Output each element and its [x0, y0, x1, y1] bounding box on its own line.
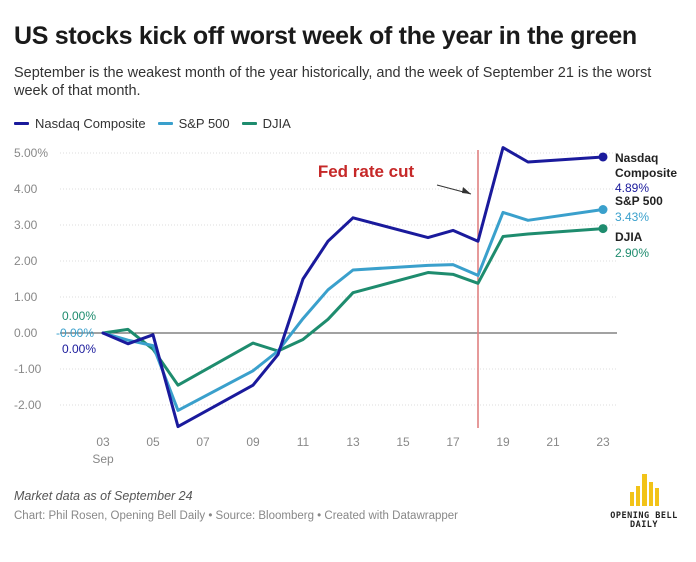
- series-end-name: Composite: [615, 166, 677, 180]
- legend-swatch-nasdaq: [14, 122, 29, 125]
- x-tick-label: 21: [546, 435, 560, 449]
- start-value-label: 0.00%: [62, 309, 96, 323]
- series-end-value: 4.89%: [615, 181, 649, 195]
- y-tick-label: 5.00%: [14, 146, 48, 160]
- series-end-point: [598, 205, 608, 215]
- y-tick-label: -1.00: [14, 362, 42, 376]
- y-tick-label: 1.00: [14, 290, 38, 304]
- annotation-layer: Fed rate cut: [318, 150, 479, 428]
- x-tick-label: 11: [297, 435, 310, 449]
- y-tick-label: 3.00: [14, 218, 38, 232]
- x-tick-label: 09: [246, 435, 260, 449]
- y-tick-label: 0.00: [14, 326, 38, 340]
- chart-subtitle: September is the weakest month of the ye…: [14, 65, 652, 99]
- line-chart: 5.00% 4.00 3.00 2.00 1.00 0.00 -1.00 -2.00 03 05 0…: [14, 146, 677, 466]
- series-line-s-p-500: [101, 208, 605, 412]
- legend-item-nasdaq: Nasdaq Composite: [14, 116, 146, 131]
- series-line-djia: [101, 227, 605, 387]
- x-tick-label: 15: [396, 435, 410, 449]
- x-tick-label: 07: [196, 435, 210, 449]
- legend-item-djia: DJIA: [241, 116, 291, 131]
- opening-bell-logo: OPENING BELL DAILY: [600, 470, 688, 530]
- series-end-value: 3.43%: [615, 210, 649, 224]
- start-value-label: 0.00%: [62, 342, 96, 356]
- series-layer: [101, 146, 608, 429]
- legend-label-nasdaq: Nasdaq Composite: [35, 116, 146, 131]
- legend-swatch-djia: [241, 122, 257, 125]
- x-tick-label: 03: [96, 435, 110, 449]
- series-line-nasdaq-composite: [101, 146, 605, 429]
- chart-title: US stocks kick off worst week of the yea…: [14, 22, 637, 50]
- series-end-name: S&P 500: [615, 194, 663, 208]
- logo-line1: OPENING BELL: [610, 511, 678, 521]
- y-tick-label: 2.00: [14, 254, 38, 268]
- series-end-value: 2.90%: [615, 246, 649, 260]
- series-end-name: DJIA: [615, 230, 643, 244]
- legend-swatch-sp500: [157, 122, 173, 125]
- x-tick-label: 23: [596, 435, 610, 449]
- bell-bars-icon: [630, 474, 659, 506]
- y-tick-label: -2.00: [14, 398, 42, 412]
- series-end-point: [598, 224, 608, 234]
- x-tick-label: 17: [446, 435, 460, 449]
- legend-label-djia: DJIA: [262, 116, 291, 131]
- x-month-label: Sep: [92, 452, 114, 466]
- label-layer: 0.00% -0.00% 0.00% NasdaqComposite4.89%S&P …: [56, 151, 677, 356]
- legend: Nasdaq Composite S&P 500 DJIA: [14, 116, 291, 131]
- x-tick-label: 13: [346, 435, 360, 449]
- grid-layer: 5.00% 4.00 3.00 2.00 1.00 0.00 -1.00 -2.00 03 05 0…: [14, 146, 617, 466]
- y-tick-label: 4.00: [14, 182, 38, 196]
- annotation-label: Fed rate cut: [318, 162, 415, 181]
- start-value-label: -0.00%: [56, 326, 94, 340]
- logo-line2: DAILY: [629, 520, 659, 530]
- source-credit: Chart: Phil Rosen, Opening Bell Daily • …: [14, 510, 458, 522]
- annotation-arrow-head: [462, 187, 471, 194]
- series-end-name: Nasdaq: [615, 151, 658, 165]
- x-tick-label: 19: [496, 435, 510, 449]
- legend-item-sp500: S&P 500: [157, 116, 230, 131]
- x-tick-label: 05: [146, 435, 160, 449]
- legend-label-sp500: S&P 500: [178, 116, 230, 131]
- data-note: Market data as of September 24: [14, 489, 193, 503]
- series-end-point: [598, 152, 608, 162]
